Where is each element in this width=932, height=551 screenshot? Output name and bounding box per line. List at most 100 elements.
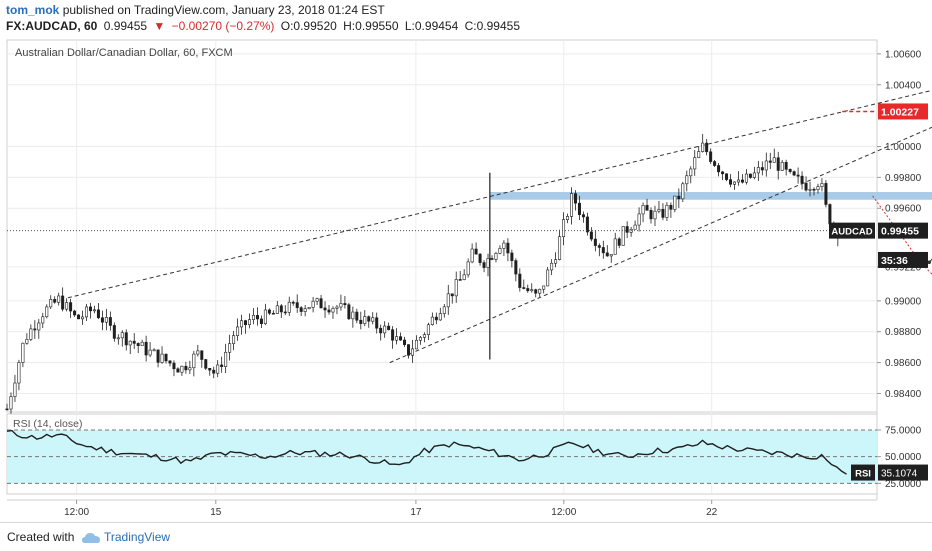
candle-body bbox=[204, 359, 208, 369]
high-value: H:0.99550 bbox=[343, 19, 399, 33]
rsi-title: RSI (14, close) bbox=[13, 418, 82, 430]
candle-body bbox=[228, 343, 232, 353]
candle-body bbox=[335, 306, 339, 309]
candle-body bbox=[438, 313, 442, 321]
candle-body bbox=[677, 195, 681, 200]
candle-body bbox=[768, 160, 772, 163]
axis-price-tag-label: 0.99455 bbox=[881, 226, 919, 238]
author-link[interactable]: tom_mok bbox=[6, 3, 60, 17]
rsi-tick-label: 50.0000 bbox=[885, 452, 922, 463]
time-tick-label: 15 bbox=[210, 507, 222, 518]
published-text: published on TradingView.com, January 23… bbox=[62, 3, 385, 17]
candle-body bbox=[104, 317, 108, 323]
publish-line: tom_mok published on TradingView.com, Ja… bbox=[6, 2, 926, 18]
rsi-tag-label: RSI bbox=[855, 469, 871, 480]
candle-body bbox=[828, 204, 832, 225]
candle-body bbox=[148, 349, 152, 356]
candle-body bbox=[681, 183, 685, 200]
candle-body bbox=[744, 173, 748, 183]
candle-body bbox=[81, 316, 85, 320]
price-change: −0.00270 (−0.27%) bbox=[171, 19, 275, 33]
candle-body bbox=[311, 300, 315, 308]
time-tick-label: 22 bbox=[706, 507, 718, 518]
candle-body bbox=[140, 341, 144, 347]
candle-body bbox=[597, 245, 601, 248]
open-value: O:0.99520 bbox=[280, 19, 337, 33]
symbol-tag-label: AUDCAD bbox=[831, 227, 872, 238]
candle-body bbox=[216, 364, 220, 374]
candle-body bbox=[490, 258, 494, 260]
candle-body bbox=[570, 193, 574, 217]
candle-body bbox=[466, 261, 470, 276]
chart-canvas[interactable]: 1.006001.004001.000000.998000.996000.992… bbox=[0, 36, 932, 522]
candle-body bbox=[124, 332, 128, 346]
candle-body bbox=[812, 188, 816, 191]
candle-body bbox=[470, 248, 474, 263]
axis-price-tag bbox=[878, 251, 928, 268]
candle-body bbox=[482, 262, 486, 268]
rsi-value-tag bbox=[878, 464, 928, 481]
candle-body bbox=[410, 348, 414, 356]
candle-body bbox=[689, 168, 693, 177]
cloud-icon bbox=[82, 533, 100, 543]
candle-body bbox=[45, 306, 49, 318]
candle-body bbox=[736, 179, 740, 183]
candle-body bbox=[100, 317, 104, 323]
candle-body bbox=[617, 238, 621, 246]
candle-body bbox=[685, 175, 689, 185]
rsi-line bbox=[6, 429, 847, 475]
candle-body bbox=[693, 157, 697, 170]
candle-body bbox=[188, 367, 192, 371]
candle-body bbox=[780, 162, 784, 171]
candle-body bbox=[498, 248, 502, 254]
candle-body bbox=[208, 367, 212, 371]
candle-body bbox=[800, 175, 804, 184]
candle-body bbox=[713, 161, 717, 166]
axis-price-tag-label: 1.00227 bbox=[881, 106, 919, 118]
candle-body bbox=[542, 285, 546, 290]
price-tick-label: 0.98800 bbox=[885, 327, 922, 338]
candle-body bbox=[17, 362, 21, 384]
candle-body bbox=[462, 274, 466, 280]
price-tick-label: 1.00000 bbox=[885, 142, 922, 153]
candle-body bbox=[299, 307, 303, 312]
candle-body bbox=[661, 209, 665, 218]
axis-price-tag-label: 35:36 bbox=[881, 255, 908, 267]
candle-body bbox=[383, 325, 387, 334]
candle-body bbox=[9, 396, 13, 410]
candle-body bbox=[85, 306, 89, 318]
candle-body bbox=[808, 188, 812, 191]
candle-body bbox=[33, 328, 37, 331]
candle-body bbox=[37, 322, 41, 331]
candle-body bbox=[303, 308, 307, 312]
candle-body bbox=[665, 204, 669, 218]
candle-body bbox=[49, 299, 53, 308]
candle-body bbox=[820, 183, 824, 187]
candle-body bbox=[816, 186, 820, 190]
tradingview-logo[interactable]: TradingView bbox=[82, 525, 170, 549]
last-price: 0.99455 bbox=[103, 19, 148, 33]
price-tick-label: 0.99000 bbox=[885, 296, 922, 307]
candle-body bbox=[57, 295, 61, 303]
candle-body bbox=[526, 288, 530, 292]
candle-body bbox=[538, 288, 542, 294]
time-tick-label: 12:00 bbox=[551, 507, 576, 518]
candle-body bbox=[442, 306, 446, 314]
candle-body bbox=[180, 365, 184, 373]
candle-body bbox=[247, 319, 251, 326]
candle-body bbox=[669, 204, 673, 210]
created-with-text: Created with bbox=[7, 530, 75, 544]
candle-body bbox=[291, 301, 295, 304]
candle-body bbox=[717, 165, 721, 173]
candle-body bbox=[705, 142, 709, 153]
candle-body bbox=[251, 315, 255, 320]
candle-body bbox=[255, 315, 259, 320]
candle-body bbox=[772, 157, 776, 163]
callout-tip bbox=[927, 260, 931, 265]
wedge-trendline bbox=[67, 89, 932, 299]
candle-body bbox=[804, 182, 808, 191]
candle-body bbox=[196, 350, 200, 355]
candle-body bbox=[637, 213, 641, 226]
candle-body bbox=[244, 320, 248, 326]
candle-body bbox=[573, 193, 577, 204]
